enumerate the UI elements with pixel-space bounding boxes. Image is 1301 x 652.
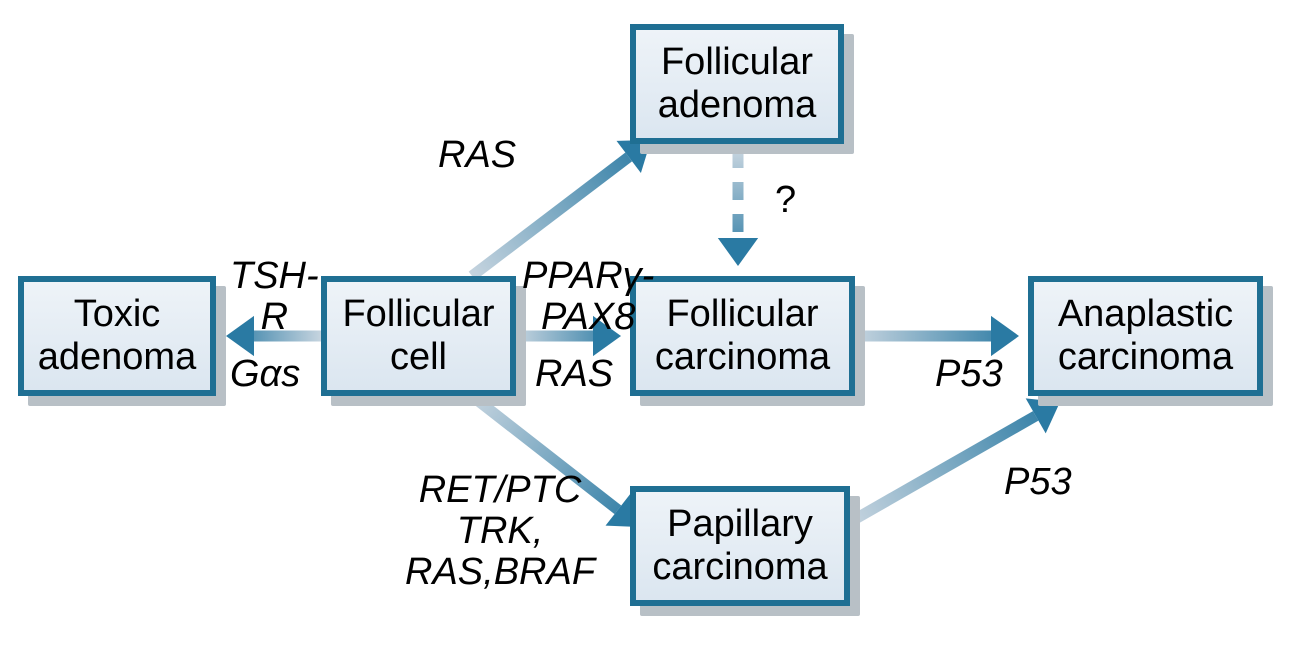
diagram-stage: Toxic adenoma Follicular cell Follicular a… — [0, 0, 1301, 652]
node-label-follicular_carcinoma: Follicular carcinoma — [655, 293, 830, 378]
edge-label-p53_a: P53 — [935, 354, 1003, 395]
edge-label-gas: Gαs — [230, 354, 300, 395]
edge-label-ret_trk: RET/PTC TRK, RAS,BRAF — [405, 470, 595, 593]
node-follicular_cell: Follicular cell — [321, 276, 516, 396]
node-label-toxic_adenoma: Toxic adenoma — [38, 293, 196, 378]
edge-label-tsh_r: TSH- R — [230, 256, 319, 338]
node-toxic_adenoma: Toxic adenoma — [18, 276, 216, 396]
node-label-papillary_carcinoma: Papillary carcinoma — [652, 503, 827, 588]
edge-label-ras_up: RAS — [438, 135, 516, 176]
edge-label-ppar_pax8: PPARγ- PAX8 — [522, 256, 654, 338]
arrowhead-fad_to_fca — [718, 238, 758, 266]
edge-label-ras_mid: RAS — [535, 354, 613, 395]
arrowhead-fca_to_ana — [991, 316, 1019, 356]
node-label-follicular_adenoma: Follicular adenoma — [658, 41, 816, 126]
node-papillary_carcinoma: Papillary carcinoma — [630, 486, 850, 606]
node-follicular_adenoma: Follicular adenoma — [630, 24, 844, 144]
edge-label-p53_b: P53 — [1004, 462, 1072, 503]
edge-label-qmark: ? — [775, 180, 796, 221]
node-anaplastic_carcinoma: Anaplastic carcinoma — [1028, 276, 1263, 396]
node-label-follicular_cell: Follicular cell — [342, 293, 494, 378]
node-label-anaplastic_carcinoma: Anaplastic carcinoma — [1058, 293, 1233, 378]
node-follicular_carcinoma: Follicular carcinoma — [630, 276, 855, 396]
